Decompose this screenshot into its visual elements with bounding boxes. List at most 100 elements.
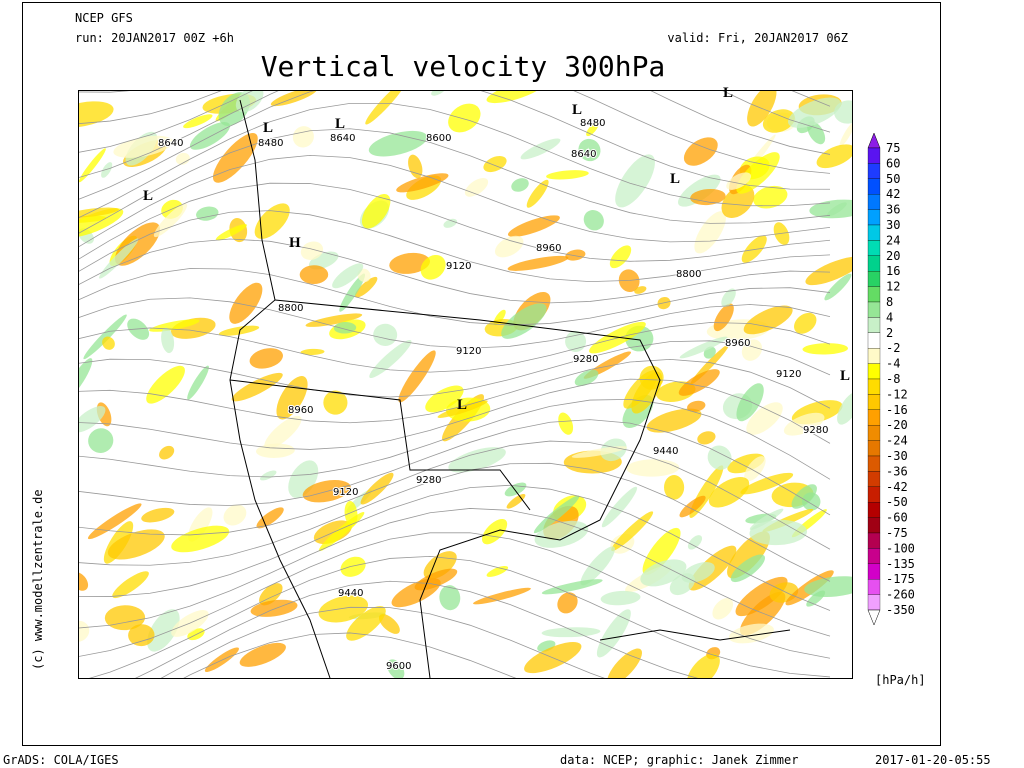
model-label: NCEP GFS bbox=[75, 11, 133, 25]
contour-line bbox=[78, 238, 831, 304]
field-patch bbox=[78, 148, 106, 183]
field-patch bbox=[420, 254, 446, 280]
contour-label: 8640 bbox=[571, 149, 596, 160]
field-patch bbox=[256, 507, 284, 529]
pressure-center: L bbox=[572, 102, 582, 118]
field-patch bbox=[212, 133, 258, 183]
contour-label: 8960 bbox=[725, 338, 750, 349]
legend-swatch bbox=[867, 301, 881, 318]
field-patch bbox=[683, 137, 718, 166]
field-patch bbox=[239, 642, 286, 667]
field-patch bbox=[713, 303, 734, 332]
field-patch bbox=[736, 152, 780, 194]
legend-swatch bbox=[867, 440, 881, 457]
legend-label: 12 bbox=[886, 280, 900, 294]
legend-arrow bbox=[867, 609, 881, 626]
field-patch bbox=[339, 273, 366, 312]
field-patch bbox=[78, 208, 124, 238]
legend-label: -350 bbox=[886, 603, 915, 617]
legend-swatch bbox=[867, 317, 881, 333]
field-patch bbox=[557, 592, 578, 614]
field-patch bbox=[78, 101, 114, 128]
field-patch bbox=[171, 525, 230, 553]
field-patch bbox=[804, 576, 852, 597]
contour-line bbox=[78, 268, 831, 326]
field-patch bbox=[408, 154, 423, 179]
contour-label: 9280 bbox=[416, 475, 441, 486]
field-patch bbox=[541, 627, 601, 638]
field-patch bbox=[443, 218, 458, 228]
field-patch bbox=[215, 224, 247, 241]
field-patch bbox=[439, 585, 461, 611]
legend-label: 16 bbox=[886, 264, 900, 278]
legend-label: -20 bbox=[886, 418, 908, 432]
run-label: run: 20JAN2017 00Z +6h bbox=[75, 31, 234, 45]
field-patch bbox=[486, 90, 544, 104]
field-patch bbox=[580, 546, 615, 586]
contour-label: 8960 bbox=[288, 405, 313, 416]
field-patch bbox=[741, 235, 767, 263]
field-patch bbox=[368, 130, 428, 157]
contour-label: 9280 bbox=[803, 425, 828, 436]
field-patch bbox=[196, 206, 219, 221]
field-patch bbox=[708, 477, 750, 508]
contour-label: 8800 bbox=[278, 303, 303, 314]
field-patch bbox=[175, 152, 190, 165]
field-patch bbox=[153, 203, 188, 238]
field-patch bbox=[783, 412, 825, 436]
field-patch bbox=[726, 172, 752, 190]
field-patch bbox=[791, 484, 817, 509]
legend-swatch bbox=[867, 163, 881, 179]
contour-label: 9440 bbox=[338, 588, 363, 599]
legend-swatch bbox=[867, 425, 881, 441]
field-patch bbox=[360, 472, 394, 505]
field-patch bbox=[361, 193, 391, 229]
field-patch bbox=[346, 606, 386, 641]
legend-label: -175 bbox=[886, 572, 915, 586]
field-patch bbox=[690, 188, 726, 206]
legend-label: 24 bbox=[886, 233, 900, 247]
field-patch bbox=[318, 595, 369, 623]
legend-label: 8 bbox=[886, 295, 893, 309]
legend: 75605042363024201612842-2-4-8-12-16-20-2… bbox=[867, 132, 915, 626]
field-patch bbox=[299, 265, 329, 284]
field-patch bbox=[147, 609, 180, 652]
field-patch bbox=[687, 400, 706, 412]
map bbox=[78, 90, 852, 678]
legend-label: -30 bbox=[886, 449, 908, 463]
field-patch bbox=[586, 122, 599, 137]
contour-label: 8600 bbox=[426, 133, 451, 144]
field-patch bbox=[501, 303, 547, 339]
field-patch bbox=[762, 109, 795, 133]
legend-arrow bbox=[867, 132, 881, 149]
field-patch bbox=[728, 623, 774, 644]
legend-swatch bbox=[867, 348, 881, 364]
legend-swatch bbox=[867, 378, 881, 395]
contour-line bbox=[78, 484, 831, 611]
legend-swatch bbox=[867, 532, 881, 549]
legend-label: 2 bbox=[886, 326, 893, 340]
contour-line bbox=[78, 440, 831, 550]
contour-label: 9120 bbox=[333, 487, 358, 498]
field-patch bbox=[101, 162, 113, 178]
legend-label: -8 bbox=[886, 372, 900, 386]
field-patch bbox=[611, 511, 654, 551]
field-patch bbox=[687, 535, 703, 550]
legend-swatch bbox=[867, 240, 881, 256]
legend-label: -135 bbox=[886, 557, 915, 571]
contour-line bbox=[78, 532, 831, 659]
contour-line bbox=[183, 632, 517, 678]
footer-source: data: NCEP; graphic: Janek Zimmer bbox=[560, 753, 798, 767]
field-patch bbox=[448, 447, 506, 473]
field-patch bbox=[743, 305, 793, 335]
field-patch bbox=[223, 504, 247, 526]
contour-line bbox=[135, 580, 699, 678]
field-patch bbox=[794, 312, 817, 334]
pressure-center: L bbox=[143, 188, 153, 204]
field-patch bbox=[749, 519, 808, 546]
legend-label: 4 bbox=[886, 310, 893, 324]
contour-label: 9120 bbox=[456, 346, 481, 357]
field-patch bbox=[276, 376, 308, 420]
field-patch bbox=[107, 529, 165, 560]
field-patch bbox=[340, 556, 366, 577]
